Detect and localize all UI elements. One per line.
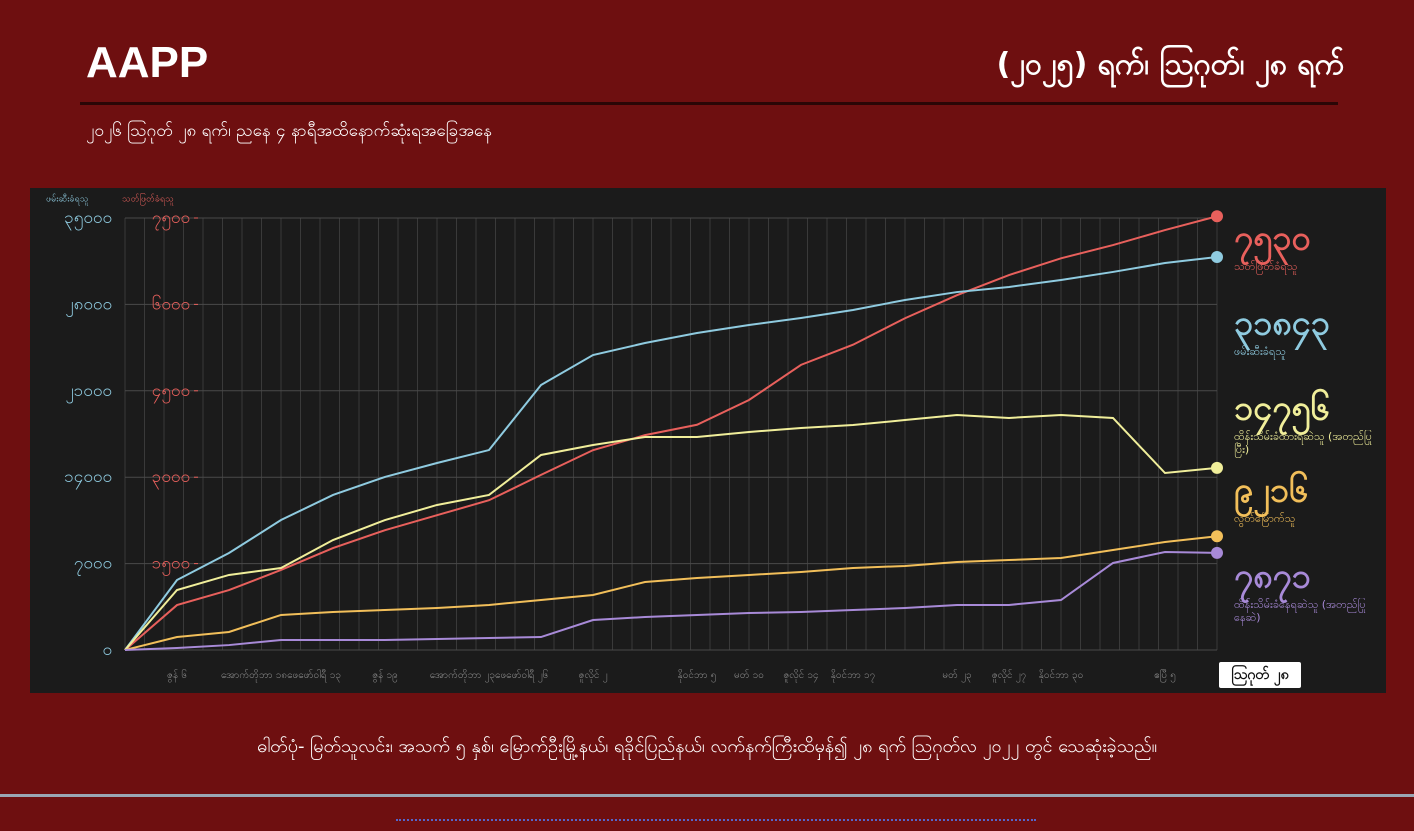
end-point — [1211, 530, 1223, 543]
series-line — [124, 215, 1218, 651]
x-tick-label: ဧပြီ ၅ — [1154, 667, 1176, 683]
x-end-box — [1219, 662, 1301, 688]
legend-entry: ဖမ်းဆီးခံရသူ — [1234, 345, 1286, 358]
y-tick-label: ၁၄၀၀၀ — [64, 467, 112, 490]
x-tick-label: အောက်တိုဘာ ၁၈ဖေဖော်ဝါရီ ၁၃ — [221, 668, 341, 683]
y2-tick-label: ၁၅၀၀ — [152, 554, 190, 577]
x-tick-label: ဇွန် ၆ — [167, 668, 187, 683]
end-value-label: ၁၄၇၅၆ — [1234, 389, 1330, 436]
end-point — [1211, 250, 1223, 263]
legend-entry-box: လွတ်မြောက်သူ — [1234, 512, 1296, 525]
y-tick-label: ၃၅၀၀၀ — [64, 208, 112, 231]
y2-tick-label: ၆၀၀၀ — [152, 293, 190, 314]
y2-tick-label: ၄၅၀၀ — [152, 381, 190, 404]
x-tick-label: ဇူလိုင် ၂၇ — [992, 668, 1027, 683]
bottom-rule — [0, 794, 1414, 797]
dotted-rule — [396, 819, 1036, 821]
x-tick-label: ဇွန် ၁၉ — [372, 668, 398, 683]
series-line — [124, 413, 1218, 651]
x-tick-label: မတ် ၂၃ — [942, 668, 971, 683]
header-title: AAPP — [86, 38, 209, 87]
legend-entry: သတ်ဖြတ်ခံရသူ — [1234, 260, 1298, 273]
x-tick-label: နိုဝင်ဘာ ၅ — [678, 668, 717, 683]
legend-entry-box: ဖမ်းဆီးခံရသူ — [1234, 345, 1286, 358]
x-tick-label: မတ် ၁၀ — [734, 668, 764, 681]
legend-entry-box: ထိန်းသိမ်းခံထားရဆဲသူ (အတည်ပြုပြီး) — [1234, 430, 1372, 456]
y2-tick-label: ၇၅၀၀ — [152, 208, 190, 231]
header-rule — [80, 102, 1338, 105]
legend-entry: ထိန်းသိမ်းခံထားရဆဲသူ (အတည်ပြုပြီး) — [1234, 430, 1372, 456]
header-date: (၂၀၂၅) ရက်၊ ဩဂုတ်၊ ၂၈ ရက် — [996, 47, 1344, 82]
y-tick-label: ၂၈၀၀၀ — [65, 294, 112, 317]
legend-entry-box: သတ်ဖြတ်ခံရသူ — [1234, 260, 1298, 273]
chart: ဖမ်းဆီးခံရသူ သတ်ဖြတ်ခံရသူ ၀ ၇၀၀၀ ၁၄၀၀၀ ၂၁၀၀… — [30, 188, 1386, 693]
series-line — [124, 550, 1218, 651]
end-value-label: ၇၅၃၀ — [1234, 219, 1311, 266]
y-tick-label: ၀ — [102, 640, 112, 660]
end-value-label: ၉၂၁၆ — [1234, 471, 1308, 518]
y2-tick-label: ၃၀၀၀ — [152, 467, 190, 490]
subtitle: ၂၀၂၆ ဩဂုတ် ၂၈ ရက်၊ ညနေ ၄ နာရီအထိနောက်ဆုံ… — [86, 121, 492, 141]
series-line — [124, 255, 1218, 651]
end-value-label: ၇၈၇၁ — [1234, 557, 1311, 604]
end-point — [1211, 461, 1223, 474]
caption: ဓါတ်ပုံ- မြတ်သူလင်း၊ အသက် ၅ နှစ်၊ မြောက်… — [256, 736, 1158, 757]
y-axis-label: ဖမ်းဆီးခံရသူ — [46, 194, 89, 206]
y-tick-label: ၂၁၀၀၀ — [65, 381, 112, 404]
end-point — [1211, 210, 1223, 223]
end-value-label: ၃၁၈၄၃ — [1234, 304, 1330, 351]
chart-panel — [30, 188, 1386, 693]
x-tick-label: ဩဂုတ် ၂၈ — [1231, 665, 1289, 686]
x-tick-label: နိုဝင်ဘာ ၃၀ — [1039, 668, 1084, 683]
legend-entry-box: ထိန်းသိမ်းခံနေရဆဲသူ (အတည်ပြုနေဆဲ) — [1234, 598, 1366, 624]
x-tick-label: ဇူလိုင် ၁၄ — [783, 668, 818, 683]
end-point — [1211, 546, 1223, 559]
legend-entry: ထိန်းသိမ်းခံနေရဆဲသူ (အတည်ပြုနေဆဲ) — [1234, 598, 1366, 624]
x-tick-label: နိုဝင်ဘာ ၁၇ — [831, 668, 876, 683]
y-tick-label: ၇၀၀၀ — [74, 554, 112, 577]
x-tick-label: ဇူလိုင် ၂ — [579, 668, 608, 683]
y2-axis-label: သတ်ဖြတ်ခံရသူ — [122, 193, 174, 206]
x-tick-label: အောက်တိုဘာ ၂၃ဖေဖော်ဝါရီ ၂၆ — [430, 668, 549, 683]
series-line — [124, 535, 1218, 651]
legend-entry: လွတ်မြောက်သူ — [1234, 512, 1296, 525]
